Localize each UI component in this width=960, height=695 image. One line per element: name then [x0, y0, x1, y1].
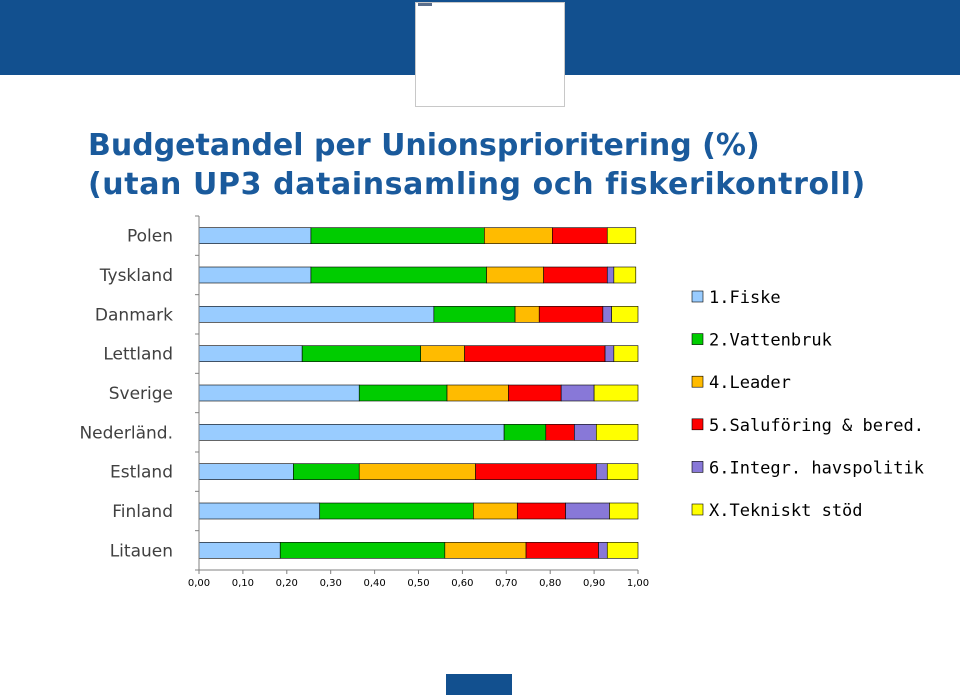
- x-tick-label: 0,10: [232, 578, 254, 589]
- x-tick-label: 0,60: [451, 578, 473, 589]
- bar-segment: [198, 266, 312, 284]
- x-tick-label: 0,20: [276, 578, 298, 589]
- bar-segment: [473, 502, 518, 520]
- bar-segment: [310, 227, 485, 244]
- legend-swatch: [691, 290, 704, 303]
- bar-segment: [613, 266, 637, 284]
- bar-segment: [358, 384, 448, 402]
- bar-segment: [560, 384, 595, 402]
- category-label: Litauen: [110, 541, 173, 561]
- bar-segment: [543, 266, 608, 284]
- category-label: Estland: [110, 463, 173, 483]
- bar-segment: [545, 424, 575, 441]
- bar-segment: [604, 345, 615, 362]
- bar-segment: [552, 227, 608, 244]
- bar-segment: [198, 306, 435, 323]
- x-tick-label: 0,00: [188, 578, 210, 589]
- bar-segment: [606, 227, 637, 244]
- legend-label: X.Tekniskt stöd: [709, 501, 863, 521]
- bar-segment: [503, 424, 547, 441]
- legend-swatch: [691, 375, 704, 388]
- bar-segment: [565, 502, 610, 520]
- category-label: Sverige: [109, 384, 173, 404]
- category-label: Danmark: [95, 305, 173, 325]
- logo-mark: [418, 3, 432, 6]
- bar-segment: [198, 227, 312, 244]
- bar-segment: [293, 463, 360, 480]
- bar-segment: [595, 424, 639, 441]
- bar-segment: [444, 542, 527, 559]
- bar-segment: [574, 424, 597, 441]
- x-tick-label: 1,00: [627, 578, 649, 589]
- bar-segment: [484, 227, 553, 244]
- category-label: Lettland: [103, 345, 173, 365]
- bar-segment: [609, 502, 639, 520]
- bar-segment: [319, 502, 474, 520]
- bar-segment: [279, 542, 446, 559]
- axes: 0,00 0,10 0,20 0,30 0,40 0,50 0,60 0,70 0,80 0,90…: [188, 215, 649, 589]
- bar-segment: [525, 542, 599, 559]
- title-line-1: Budgetandel per Unionsprioritering (%): [88, 128, 760, 163]
- bar-segment: [598, 542, 608, 559]
- bar-segment: [514, 306, 540, 323]
- legend-label: 5.Saluföring & bered.: [709, 416, 924, 436]
- legend-label: 6.Integr. havspolitik: [709, 458, 924, 478]
- bar-segment: [508, 384, 562, 402]
- bar-segment: [486, 266, 544, 284]
- bar-segment: [198, 463, 294, 480]
- x-tick-label: 0,70: [495, 578, 517, 589]
- bar-segment: [595, 463, 608, 480]
- bar-segment: [611, 306, 639, 323]
- legend-label: 1.Fiske: [709, 288, 781, 308]
- legend-label: 2.Vattenbruk: [709, 331, 832, 351]
- x-tick-label: 0,80: [539, 578, 561, 589]
- legend-swatch: [691, 503, 704, 516]
- category-label: Polen: [127, 227, 173, 247]
- bar-segment: [198, 424, 505, 441]
- logo-placeholder: [415, 2, 565, 107]
- bar-segment: [464, 345, 606, 362]
- legend: 1.Fiske 2.Vattenbruk 4.Leader 5.Saluföring …: [691, 288, 924, 521]
- footer-logo-box: [446, 674, 512, 695]
- bar-segment: [606, 463, 639, 480]
- bar-segment: [198, 345, 303, 362]
- bar-segment: [433, 306, 516, 323]
- bar-segment: [310, 266, 487, 284]
- category-label: Tyskland: [99, 266, 173, 286]
- legend-label: 4.Leader: [709, 373, 791, 393]
- x-tick-label: 0,40: [363, 578, 385, 589]
- bar-segment: [198, 384, 360, 402]
- legend-swatch: [691, 418, 704, 431]
- bar-segment: [446, 384, 509, 402]
- legend-swatch: [691, 333, 704, 345]
- bar-segment: [301, 345, 421, 362]
- bar-segment: [593, 384, 639, 402]
- legend-swatch: [691, 461, 704, 473]
- bar-segment: [198, 542, 281, 559]
- bar-segment: [538, 306, 604, 323]
- bar-segment: [198, 502, 321, 520]
- bar-segment: [516, 502, 566, 520]
- bar-segment: [606, 542, 639, 559]
- x-tick-label: 0,50: [407, 578, 429, 589]
- bar-segment: [358, 463, 476, 480]
- bar-segment: [420, 345, 465, 362]
- bar-segment: [475, 463, 597, 480]
- bar-segment: [602, 306, 612, 323]
- bar-segment: [613, 345, 639, 362]
- x-tick-label: 0,30: [320, 578, 342, 589]
- category-label: Finland: [112, 502, 173, 522]
- category-label: Nederländ.: [79, 423, 173, 443]
- slide-title: Budgetandel per Unionsprioritering (%) (…: [88, 126, 948, 204]
- x-tick-label: 0,90: [583, 578, 605, 589]
- category-labels: Polen Tyskland Danmark Lettland Sverige Neder…: [79, 227, 173, 562]
- bar-segment: [606, 266, 615, 284]
- title-line-2: (utan UP3 datainsamling och fiskerikontr…: [88, 167, 866, 202]
- bars-group: [198, 227, 639, 559]
